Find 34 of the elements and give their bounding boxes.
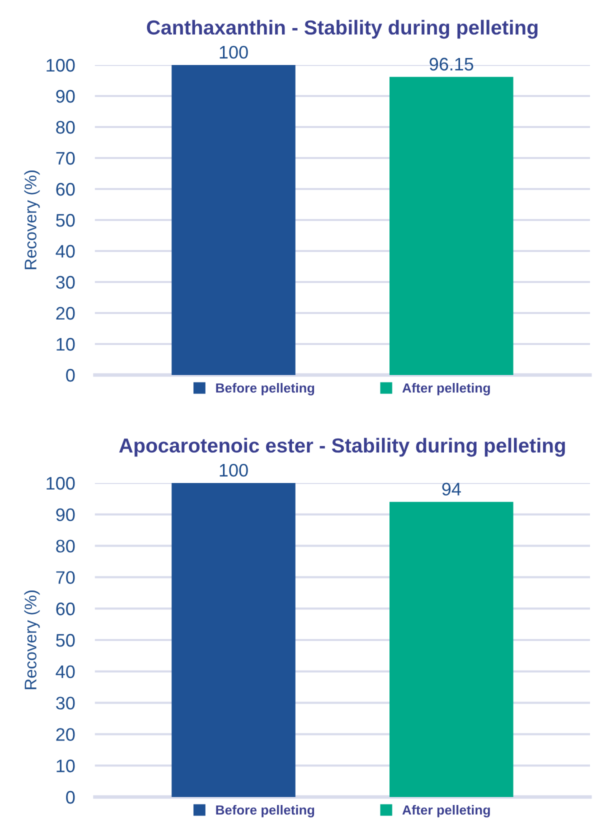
y-tick-label: 80 bbox=[56, 540, 75, 553]
chart-title: Canthaxanthin - Stability during pelleting bbox=[146, 20, 538, 39]
data-label: 94 bbox=[442, 482, 461, 496]
y-tick-label: 90 bbox=[56, 508, 75, 522]
chart-title: Apocarotenoic ester - Stability during pelleting bbox=[119, 438, 565, 457]
y-tick-label: 40 bbox=[56, 665, 75, 678]
y-tick-label: 70 bbox=[56, 152, 75, 165]
data-label: 96.15 bbox=[430, 58, 474, 71]
y-tick-label: 10 bbox=[56, 338, 75, 351]
legend-label: After pelleting bbox=[402, 382, 490, 396]
y-tick-label: 0 bbox=[66, 368, 75, 382]
y-tick-label: 0 bbox=[66, 790, 75, 804]
y-tick-label: 50 bbox=[56, 634, 75, 647]
legend-label: Before pelleting bbox=[216, 382, 314, 396]
y-tick-label: 70 bbox=[56, 571, 75, 584]
y-tick-label: 60 bbox=[56, 182, 75, 196]
y-tick-label: 90 bbox=[56, 90, 75, 103]
y-tick-label: 30 bbox=[56, 276, 75, 289]
y-axis-title: Recovery (%) bbox=[24, 590, 40, 690]
y-tick-label: 10 bbox=[56, 760, 75, 772]
legend-label: After pelleting bbox=[402, 804, 490, 818]
y-tick-label: 20 bbox=[56, 306, 75, 320]
y-tick-label: 60 bbox=[56, 602, 75, 616]
y-tick-label: 30 bbox=[56, 696, 75, 710]
y-axis-title: Recovery (%) bbox=[24, 170, 40, 270]
y-tick-label: 80 bbox=[56, 120, 75, 134]
data-label: 100 bbox=[220, 464, 248, 477]
y-tick-label: 100 bbox=[46, 58, 75, 72]
y-tick-label: 40 bbox=[56, 244, 75, 258]
y-tick-label: 50 bbox=[56, 214, 75, 227]
y-tick-label: 100 bbox=[46, 476, 75, 490]
legend-label: Before pelleting bbox=[216, 804, 314, 818]
y-tick-label: 20 bbox=[56, 728, 75, 741]
data-label: 100 bbox=[220, 46, 248, 59]
